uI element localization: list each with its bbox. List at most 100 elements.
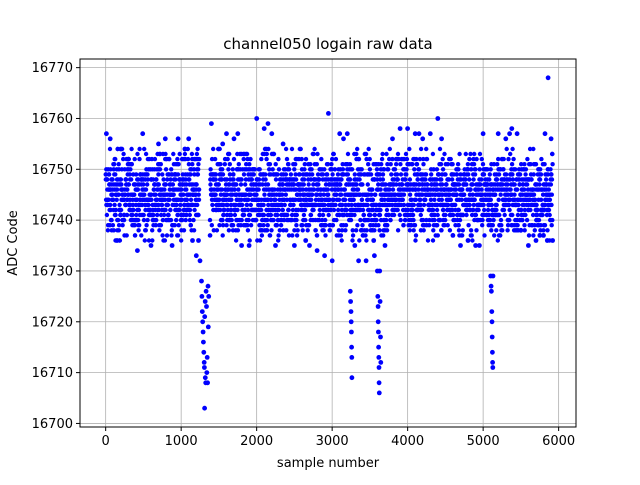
data-point xyxy=(378,360,384,365)
data-point xyxy=(231,172,236,177)
data-point xyxy=(155,212,160,218)
data-point xyxy=(404,172,409,177)
data-point xyxy=(224,177,229,182)
data-point xyxy=(104,131,109,137)
data-point xyxy=(267,167,272,172)
data-point xyxy=(496,172,502,177)
data-point xyxy=(348,299,353,304)
data-point xyxy=(510,172,515,177)
data-point xyxy=(336,207,341,213)
data-point xyxy=(427,223,432,228)
data-point xyxy=(130,212,135,218)
data-point xyxy=(317,177,322,182)
data-point xyxy=(201,339,206,345)
data-point xyxy=(185,156,191,162)
data-point xyxy=(218,162,223,167)
data-point xyxy=(282,202,287,208)
data-point xyxy=(411,217,416,223)
data-point xyxy=(360,207,366,213)
data-point xyxy=(437,146,443,152)
data-point xyxy=(549,202,554,208)
data-point xyxy=(273,197,278,202)
data-point xyxy=(136,207,142,213)
data-point xyxy=(175,136,181,142)
data-point xyxy=(310,172,315,177)
data-point xyxy=(401,223,406,228)
data-point xyxy=(532,228,537,233)
data-point xyxy=(434,177,439,182)
data-point xyxy=(239,177,244,182)
data-point xyxy=(321,228,326,233)
data-point xyxy=(158,162,163,167)
data-point xyxy=(251,172,256,177)
data-point xyxy=(322,253,327,259)
data-point xyxy=(317,212,323,218)
data-point xyxy=(410,162,415,167)
data-point xyxy=(104,212,110,218)
data-point xyxy=(350,238,355,243)
data-point xyxy=(331,207,337,213)
data-point xyxy=(116,162,121,167)
data-point xyxy=(119,182,124,187)
data-point xyxy=(550,151,555,157)
data-point xyxy=(539,156,544,162)
data-point xyxy=(149,197,154,202)
data-point xyxy=(355,223,360,228)
data-point xyxy=(495,162,500,167)
data-point xyxy=(385,162,390,167)
data-point xyxy=(235,207,240,213)
data-point xyxy=(230,223,236,228)
data-point xyxy=(194,182,199,187)
data-point xyxy=(377,268,383,274)
data-point xyxy=(261,126,267,131)
data-point xyxy=(361,212,367,218)
data-point xyxy=(439,177,444,182)
data-point xyxy=(440,182,445,187)
data-point xyxy=(409,197,414,202)
data-point xyxy=(112,202,117,208)
data-point xyxy=(187,212,192,218)
data-point xyxy=(118,207,124,213)
data-point xyxy=(262,192,267,197)
data-point xyxy=(196,187,202,192)
data-point xyxy=(470,182,475,187)
data-point xyxy=(423,197,428,202)
data-point xyxy=(327,197,332,202)
y-tick-label: 16740 xyxy=(32,214,73,229)
data-point xyxy=(184,187,189,192)
data-point xyxy=(233,238,239,243)
data-point xyxy=(421,156,426,162)
data-point xyxy=(142,146,147,152)
data-point xyxy=(204,304,209,309)
data-point xyxy=(465,238,471,243)
data-point xyxy=(181,192,186,197)
data-point xyxy=(123,177,129,182)
data-point xyxy=(473,212,479,218)
data-point xyxy=(125,187,130,192)
data-point xyxy=(411,228,416,233)
data-point xyxy=(261,212,267,218)
data-point xyxy=(443,217,448,223)
data-point xyxy=(421,162,426,167)
data-point xyxy=(172,223,177,228)
data-point xyxy=(240,202,245,208)
data-point xyxy=(349,355,355,360)
data-point xyxy=(398,172,404,177)
data-point xyxy=(194,151,200,157)
data-point xyxy=(376,380,382,386)
data-point xyxy=(257,167,262,172)
data-point xyxy=(164,233,170,238)
data-point xyxy=(411,202,416,208)
data-point xyxy=(135,217,141,223)
data-point xyxy=(203,288,209,294)
data-point xyxy=(334,217,339,223)
data-point xyxy=(117,202,122,208)
data-point xyxy=(448,156,453,162)
data-point xyxy=(505,223,511,228)
data-point xyxy=(347,288,353,294)
data-point xyxy=(311,151,316,157)
data-point xyxy=(359,197,365,202)
data-point xyxy=(208,167,213,172)
data-point xyxy=(191,228,197,233)
data-point xyxy=(349,375,355,381)
